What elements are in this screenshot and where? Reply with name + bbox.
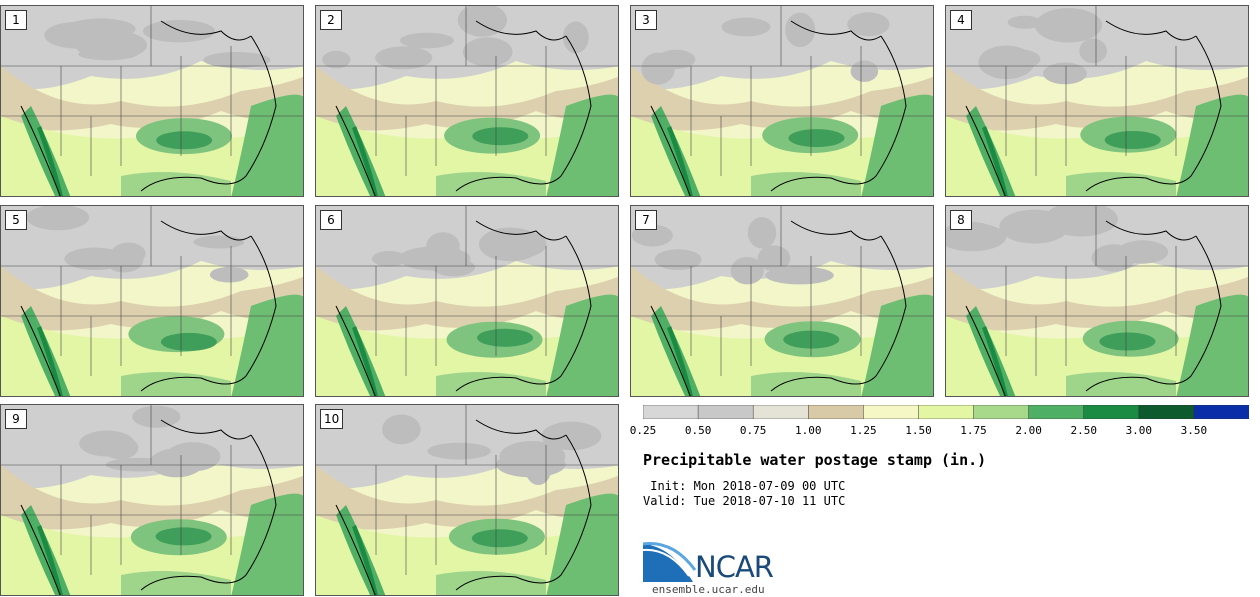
- colorbar-swatch: [973, 405, 1030, 419]
- ncar-logo-icon: [643, 542, 697, 582]
- map-panel-2[interactable]: 2: [315, 5, 619, 197]
- website-url: ensemble.ucar.edu: [652, 583, 765, 596]
- colorbar-swatch: [918, 405, 975, 419]
- colorbar-tick-label: 1.50: [905, 424, 932, 437]
- colorbar: [643, 405, 1249, 419]
- map-panel-10[interactable]: 10: [315, 404, 619, 596]
- panel-number: 4: [950, 10, 972, 30]
- colorbar-tick-label: 0.75: [739, 424, 767, 437]
- colorbar-swatch: [643, 405, 699, 419]
- colorbar-swatch: [752, 405, 810, 419]
- panel-number: 10: [320, 409, 344, 429]
- panel-number: 1: [5, 10, 27, 30]
- colorbar-tick-label: 1.25: [850, 424, 877, 437]
- map-panel-1[interactable]: 1: [0, 5, 304, 197]
- colorbar-tick-label: 1.75: [960, 424, 987, 437]
- panel-number: 8: [950, 210, 972, 230]
- map-panel-7[interactable]: 7: [630, 205, 934, 397]
- panel-number: 9: [5, 409, 27, 429]
- colorbar-swatch: [808, 405, 865, 419]
- colorbar-swatch: [697, 405, 754, 419]
- colorbar-tick-label: 0.50: [684, 424, 712, 437]
- map-panel-5[interactable]: 5: [0, 205, 304, 397]
- valid-time: Valid: Tue 2018-07-10 11 UTC: [643, 494, 846, 508]
- panel-number: 3: [635, 10, 657, 30]
- chart-title: Precipitable water postage stamp (in.): [643, 451, 987, 469]
- colorbar-tick-label: 2.50: [1070, 424, 1097, 437]
- map-panel-6[interactable]: 6: [315, 205, 619, 397]
- map-panel-8[interactable]: 8: [945, 205, 1249, 397]
- colorbar-swatch: [1028, 405, 1085, 419]
- colorbar-tick-label: 3.00: [1125, 424, 1153, 437]
- init-time: Init: Mon 2018-07-09 00 UTC: [643, 479, 846, 493]
- map-panel-3[interactable]: 3: [630, 5, 934, 197]
- map-panel-4[interactable]: 4: [945, 5, 1249, 197]
- colorbar-swatch: [1083, 405, 1140, 419]
- colorbar-tick-label: 3.50: [1180, 424, 1208, 437]
- panel-number: 6: [320, 210, 342, 230]
- panel-number: 2: [320, 10, 342, 30]
- colorbar-tick-label: 2.00: [1015, 424, 1042, 437]
- colorbar-tick-label: 1.00: [795, 424, 822, 437]
- panel-number: 7: [635, 210, 657, 230]
- colorbar-swatch: [863, 405, 920, 419]
- panel-number: 5: [5, 210, 27, 230]
- map-panel-9[interactable]: 9: [0, 404, 304, 596]
- colorbar-tick-label: 0.25: [629, 424, 657, 437]
- colorbar-swatch: [1193, 405, 1249, 419]
- colorbar-swatch: [1138, 405, 1195, 419]
- ncar-logo-text: NCAR: [695, 550, 774, 584]
